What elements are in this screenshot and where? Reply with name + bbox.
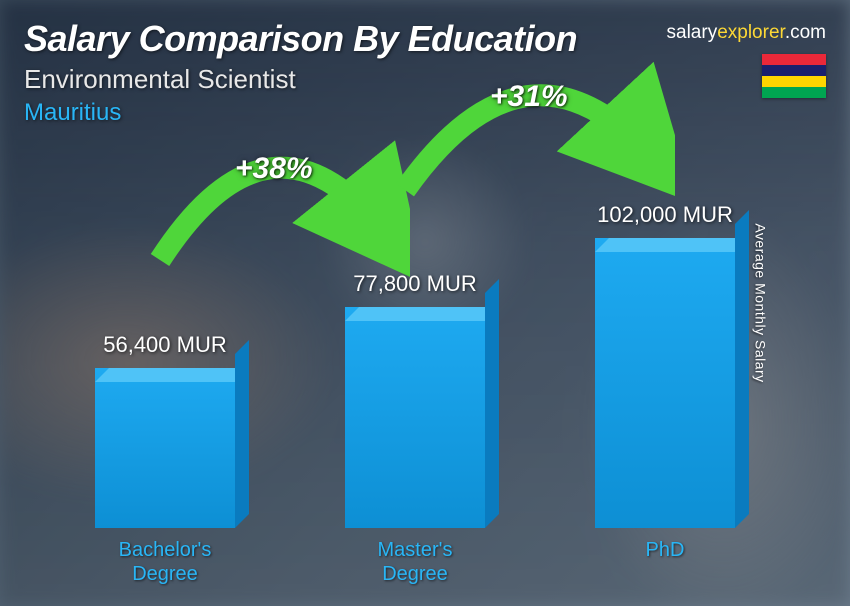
bar-top-face xyxy=(95,368,249,382)
bar-top-face xyxy=(595,238,749,252)
flag-stripe xyxy=(762,87,826,98)
bar-chart: +38% +31% 56,400 MUR77,800 MUR102,000 MU… xyxy=(40,140,790,586)
brand-part-b: explorer xyxy=(717,22,785,43)
brand-part-c: .com xyxy=(785,22,826,43)
flag-stripe xyxy=(762,65,826,76)
bar-3d xyxy=(595,238,735,528)
bar-value-label: 56,400 MUR xyxy=(103,332,227,358)
brand-part-a: salary xyxy=(667,22,718,43)
bar-side-face xyxy=(235,340,249,528)
bars-container: 56,400 MUR 77,800 MUR 102,000 MUR xyxy=(40,140,790,528)
bar-side-face xyxy=(485,279,499,528)
bar-value-label: 77,800 MUR xyxy=(353,271,477,297)
bar-3d xyxy=(95,368,235,528)
bar-front-face xyxy=(345,307,485,528)
bar-top-face xyxy=(345,307,499,321)
bar-front-face xyxy=(595,238,735,528)
chart-title: Salary Comparison By Education xyxy=(24,18,577,60)
bar-3d xyxy=(345,307,485,528)
bar-group: 77,800 MUR xyxy=(290,271,540,528)
brand-logo-text: salaryexplorer.com xyxy=(667,22,826,44)
bar-group: 102,000 MUR xyxy=(540,202,790,528)
increase-label-2: +31% xyxy=(490,80,568,114)
bar-value-label: 102,000 MUR xyxy=(597,202,733,228)
x-axis-label: Bachelor'sDegree xyxy=(40,538,290,586)
bar-front-face xyxy=(95,368,235,528)
bar-group: 56,400 MUR xyxy=(40,332,290,528)
brand-block: salaryexplorer.com xyxy=(667,22,826,98)
flag-stripe xyxy=(762,54,826,65)
x-labels: Bachelor'sDegreeMaster'sDegreePhD xyxy=(40,538,790,586)
x-axis-label: Master'sDegree xyxy=(290,538,540,586)
flag-stripe xyxy=(762,76,826,87)
x-axis-label: PhD xyxy=(540,538,790,586)
mauritius-flag-icon xyxy=(762,54,826,98)
bar-side-face xyxy=(735,210,749,528)
